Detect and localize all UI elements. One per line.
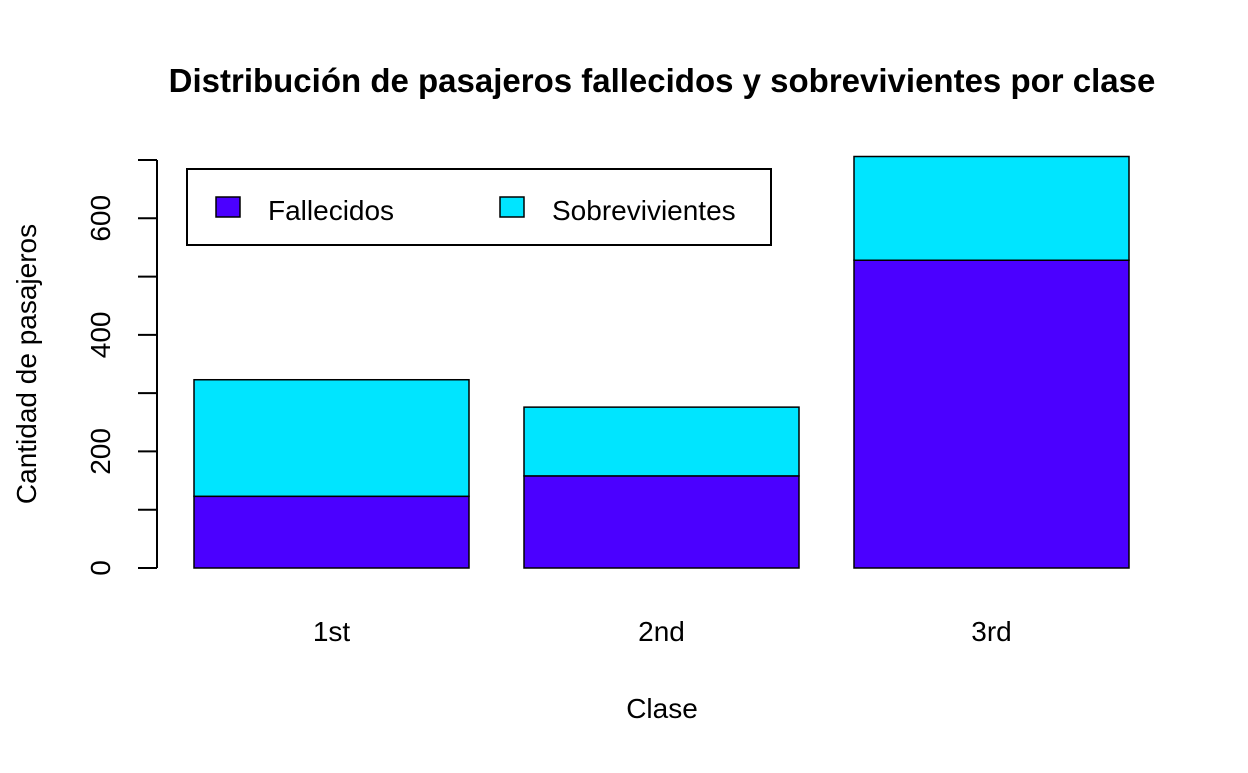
legend-swatch-sobrevivientes	[499, 196, 525, 218]
x-tick-label-3rd: 3rd	[971, 616, 1011, 647]
x-axis-tick-labels: 1st 2nd 3rd	[313, 616, 1012, 647]
legend: Fallecidos Sobrevivientes	[186, 168, 772, 246]
bars	[193, 155, 1130, 569]
x-tick-label-2nd: 2nd	[638, 616, 685, 647]
legend-label-sobrevivientes: Sobrevivientes	[552, 195, 736, 226]
y-axis: 0 200 400 600	[85, 159, 158, 576]
legend-swatch-fallecidos	[215, 196, 241, 218]
x-tick-label-1st: 1st	[313, 616, 351, 647]
y-axis-tick-label: 400	[85, 311, 116, 358]
bar-3rd-fallecidos	[853, 259, 1130, 569]
chart-title: Distribución de pasajeros fallecidos y s…	[169, 62, 1156, 99]
y-axis-label: Cantidad de pasajeros	[11, 224, 42, 504]
bar-2nd-fallecidos	[523, 475, 800, 569]
legend-box	[186, 168, 772, 246]
x-axis-label: Clase	[626, 693, 698, 724]
bar-2nd-sobrevivientes	[523, 406, 800, 477]
y-axis-tick-label: 600	[85, 195, 116, 242]
y-axis-tick-label: 200	[85, 428, 116, 475]
bar-1st-fallecidos	[193, 495, 470, 569]
y-axis-tick-label: 0	[85, 560, 116, 576]
bar-1st-sobrevivientes	[193, 378, 470, 498]
legend-label-fallecidos: Fallecidos	[268, 195, 394, 226]
bar-3rd-sobrevivientes	[853, 155, 1130, 262]
